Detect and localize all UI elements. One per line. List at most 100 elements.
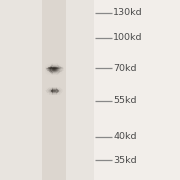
Bar <box>51 63 53 64</box>
Bar <box>49 94 50 95</box>
Bar <box>42 0 66 180</box>
Bar <box>49 65 50 66</box>
Bar <box>62 66 63 67</box>
Bar <box>50 74 51 75</box>
Bar <box>50 72 51 73</box>
Bar <box>55 68 56 69</box>
Bar <box>52 70 53 71</box>
Bar <box>48 94 49 95</box>
Bar <box>57 89 58 90</box>
Bar <box>62 69 64 70</box>
Bar <box>56 67 57 68</box>
Bar <box>55 70 56 71</box>
Bar <box>48 92 49 93</box>
Bar <box>56 65 57 66</box>
Bar <box>59 90 60 91</box>
Bar <box>62 67 64 68</box>
Bar <box>51 90 52 91</box>
Bar <box>47 91 48 92</box>
Bar <box>61 88 62 89</box>
Bar <box>52 65 53 66</box>
Bar <box>49 68 51 69</box>
Bar <box>50 94 51 95</box>
Bar <box>58 94 60 95</box>
Bar <box>59 73 60 74</box>
Bar <box>53 90 54 91</box>
Bar <box>51 73 52 74</box>
Bar <box>58 94 60 95</box>
Bar <box>62 72 63 73</box>
Bar <box>49 69 51 70</box>
Bar <box>53 68 54 69</box>
Bar <box>47 71 48 72</box>
Bar <box>46 73 47 74</box>
Bar <box>50 69 51 70</box>
Bar <box>57 64 58 65</box>
Bar <box>49 64 50 65</box>
Bar <box>51 92 53 93</box>
Bar <box>46 87 47 88</box>
Bar <box>47 70 48 71</box>
Bar <box>49 87 50 88</box>
Bar <box>59 65 60 66</box>
Bar <box>62 90 63 91</box>
Bar <box>62 71 63 72</box>
Bar <box>48 69 50 70</box>
Bar <box>55 87 57 88</box>
Bar <box>59 92 60 93</box>
Bar <box>55 89 56 90</box>
Bar <box>53 70 54 71</box>
Bar <box>48 67 49 68</box>
Bar <box>57 64 58 65</box>
Bar <box>58 91 59 92</box>
Bar <box>61 92 62 93</box>
Bar <box>52 90 53 91</box>
Bar <box>47 64 48 65</box>
Text: 40kd: 40kd <box>113 132 137 141</box>
Bar <box>47 65 48 66</box>
Bar <box>54 91 55 92</box>
Bar <box>50 65 51 66</box>
Bar <box>55 93 56 94</box>
Bar <box>54 87 55 88</box>
Bar <box>50 68 51 69</box>
Bar <box>56 93 57 94</box>
Bar <box>48 72 49 73</box>
Bar <box>62 70 64 71</box>
Bar <box>60 63 61 64</box>
Bar <box>47 94 48 95</box>
Bar <box>61 89 62 90</box>
Bar <box>46 89 47 90</box>
Bar <box>46 70 47 71</box>
Bar <box>60 88 61 89</box>
Bar <box>58 70 59 71</box>
Bar <box>55 94 56 95</box>
Bar <box>58 63 59 64</box>
Bar <box>51 88 52 89</box>
Bar <box>46 69 47 70</box>
Bar <box>45 70 46 71</box>
Bar <box>61 65 62 66</box>
Bar <box>58 65 59 66</box>
Bar <box>55 71 56 72</box>
Bar <box>60 89 61 90</box>
Bar <box>50 64 51 65</box>
Bar <box>45 69 46 70</box>
Bar <box>57 88 58 89</box>
Bar <box>47 69 49 70</box>
Bar <box>48 68 50 69</box>
Bar <box>61 73 62 74</box>
Bar <box>59 68 60 69</box>
Bar <box>48 90 49 91</box>
Bar <box>59 63 60 64</box>
Bar <box>59 87 60 88</box>
Bar <box>56 74 57 75</box>
Bar <box>62 74 63 75</box>
Bar <box>48 71 49 72</box>
Bar <box>53 69 54 70</box>
Bar <box>51 92 52 93</box>
Bar <box>53 74 54 75</box>
Bar <box>57 87 58 88</box>
Bar <box>62 68 63 69</box>
Bar <box>46 91 47 92</box>
